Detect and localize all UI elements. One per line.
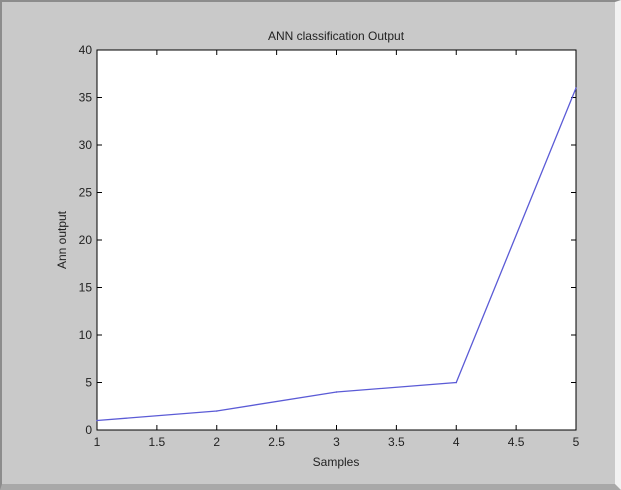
y-axis-title: Ann output: [55, 210, 69, 269]
x-tick-label: 2: [213, 435, 220, 449]
data-point: [335, 391, 338, 393]
data-point: [455, 381, 458, 384]
x-tick-label: 2.5: [268, 435, 285, 449]
x-tick-label: 5: [573, 435, 580, 449]
y-tick-label: 35: [79, 91, 93, 105]
y-tick-label: 0: [85, 423, 92, 437]
y-tick-label: 30: [79, 138, 93, 152]
axis-ticks: 1 1.5 2 2.5 3 3.5 4 4.5 5 0 5 10 15 20 25 30 35 40: [79, 43, 580, 449]
plot-area: [96, 49, 577, 431]
line-chart: ANN classification Output Samples Ann ou…: [55, 29, 580, 469]
data-point: [575, 87, 577, 89]
y-tick-label: 15: [79, 281, 93, 295]
data-point: [96, 419, 98, 422]
x-tick-label: 4.5: [508, 435, 525, 449]
y-tick-label: 20: [79, 233, 93, 247]
x-axis-title: Samples: [313, 455, 360, 469]
x-tick-label: 1: [94, 435, 101, 449]
y-tick-label: 10: [79, 328, 93, 342]
x-tick-label: 3: [333, 435, 340, 449]
data-point: [215, 410, 218, 412]
y-tick-label: 25: [79, 186, 93, 200]
x-tick-label: 4: [453, 435, 460, 449]
y-tick-label: 5: [85, 376, 92, 390]
x-tick-label: 3.5: [388, 435, 405, 449]
x-tick-label: 1.5: [149, 435, 166, 449]
chart-title: ANN classification Output: [268, 29, 405, 43]
series-layer: [96, 87, 577, 422]
y-tick-label: 40: [79, 43, 93, 57]
